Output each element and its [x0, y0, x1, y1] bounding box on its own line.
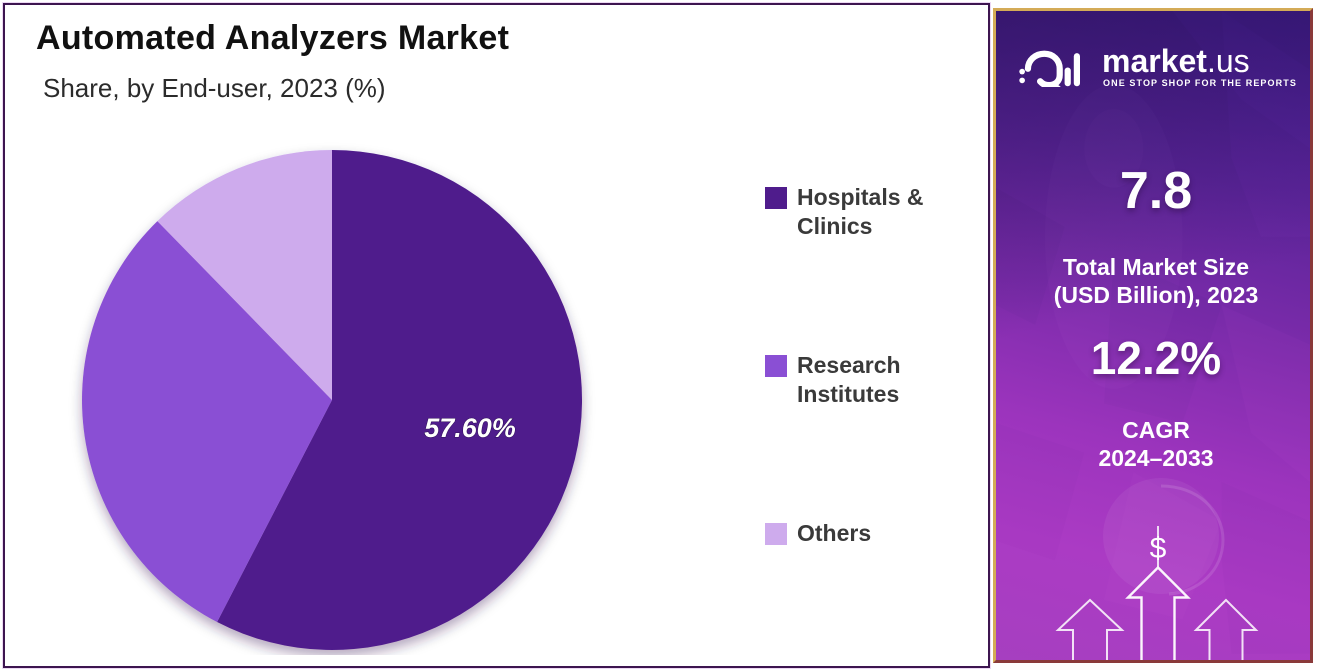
- svg-text:$: $: [1150, 532, 1167, 565]
- svg-text:57.60%: 57.60%: [424, 413, 516, 443]
